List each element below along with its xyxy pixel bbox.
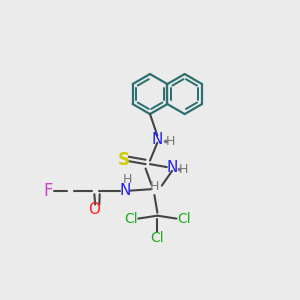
Text: N: N xyxy=(119,183,131,198)
Text: H: H xyxy=(179,163,188,176)
Text: N: N xyxy=(152,132,163,147)
Text: Cl: Cl xyxy=(151,231,164,245)
Text: H: H xyxy=(166,135,175,148)
Text: Cl: Cl xyxy=(124,212,138,226)
Text: S: S xyxy=(118,151,130,169)
Text: Cl: Cl xyxy=(177,212,191,226)
Text: H: H xyxy=(150,180,159,193)
Text: N: N xyxy=(167,160,178,175)
Text: F: F xyxy=(44,182,53,200)
Text: O: O xyxy=(88,202,100,217)
Text: H: H xyxy=(123,173,132,186)
